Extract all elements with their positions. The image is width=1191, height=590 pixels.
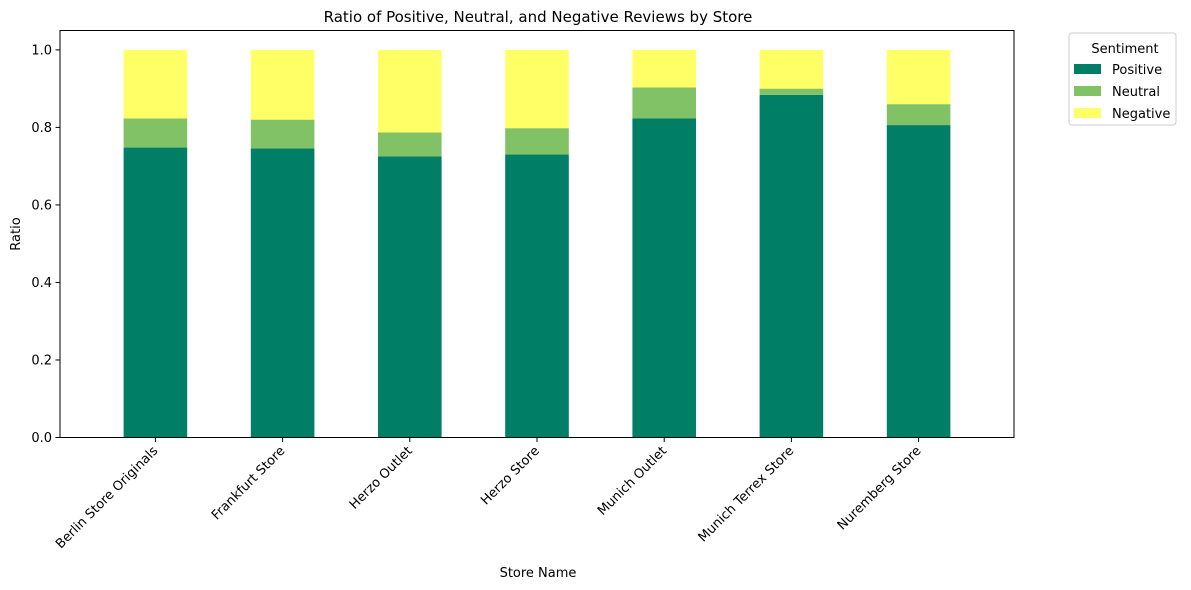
legend-title: Sentiment: [1091, 42, 1158, 57]
bar-negative-1: [250, 49, 315, 120]
bar-neutral-4: [632, 87, 696, 119]
x-axis-label: Store Name: [500, 566, 577, 581]
legend-label-positive: Positive: [1112, 63, 1162, 78]
y-tick-label: 1.0: [31, 43, 52, 58]
y-tick-label: 0.4: [31, 276, 52, 291]
bar-neutral-2: [378, 132, 442, 157]
bar-negative-0: [123, 49, 188, 119]
x-tick-label: Frankfurt Store: [209, 444, 288, 523]
bar-neutral-6: [886, 104, 951, 126]
bar-negative-2: [378, 49, 442, 133]
legend-swatch-positive: [1074, 64, 1101, 74]
x-tick-label: Berlin Store Originals: [53, 444, 161, 552]
y-axis: 0.0 0.2 0.4 0.6 0.8 1.0: [31, 43, 60, 446]
y-tick-label: 0.8: [31, 121, 52, 136]
legend-swatch-negative: [1074, 108, 1101, 118]
bar-positive-0: [123, 147, 188, 438]
legend-label-negative: Negative: [1112, 107, 1170, 122]
bar-positive-6: [886, 125, 951, 438]
y-tick-label: 0.0: [31, 431, 52, 446]
legend-frame: [1068, 32, 1177, 126]
y-tick-label: 0.6: [31, 198, 52, 213]
bar-positive-2: [378, 156, 442, 438]
legend-label-neutral: Neutral: [1112, 85, 1160, 100]
bar-negative-4: [632, 49, 696, 88]
chart-title: Ratio of Positive, Neutral, and Negative…: [324, 8, 753, 26]
x-tick-label: Nuremberg Store: [835, 444, 925, 534]
bar-positive-4: [632, 118, 696, 438]
plot-area: [123, 49, 951, 438]
legend-swatch-neutral: [1074, 86, 1101, 96]
x-axis: Berlin Store Originals Frankfurt Store Her…: [53, 437, 925, 552]
bar-neutral-3: [505, 128, 569, 155]
bar-positive-5: [759, 94, 824, 438]
bar-neutral-5: [759, 88, 824, 95]
y-tick-label: 0.2: [31, 353, 52, 368]
bar-positive-1: [250, 148, 315, 438]
x-tick-label: Herzo Store: [478, 444, 543, 509]
x-tick-label: Munich Terrex Store: [696, 444, 798, 546]
bar-negative-3: [505, 49, 569, 129]
bar-positive-3: [505, 154, 569, 438]
y-axis-label: Ratio: [9, 217, 24, 250]
bar-negative-5: [759, 49, 824, 89]
bar-negative-6: [886, 49, 951, 105]
x-tick-label: Munich Outlet: [595, 444, 670, 519]
bar-neutral-0: [123, 118, 188, 148]
legend: Sentiment Positive Neutral Negative: [1068, 32, 1177, 126]
x-tick-label: Herzo Outlet: [347, 444, 416, 513]
bar-neutral-1: [250, 119, 315, 149]
